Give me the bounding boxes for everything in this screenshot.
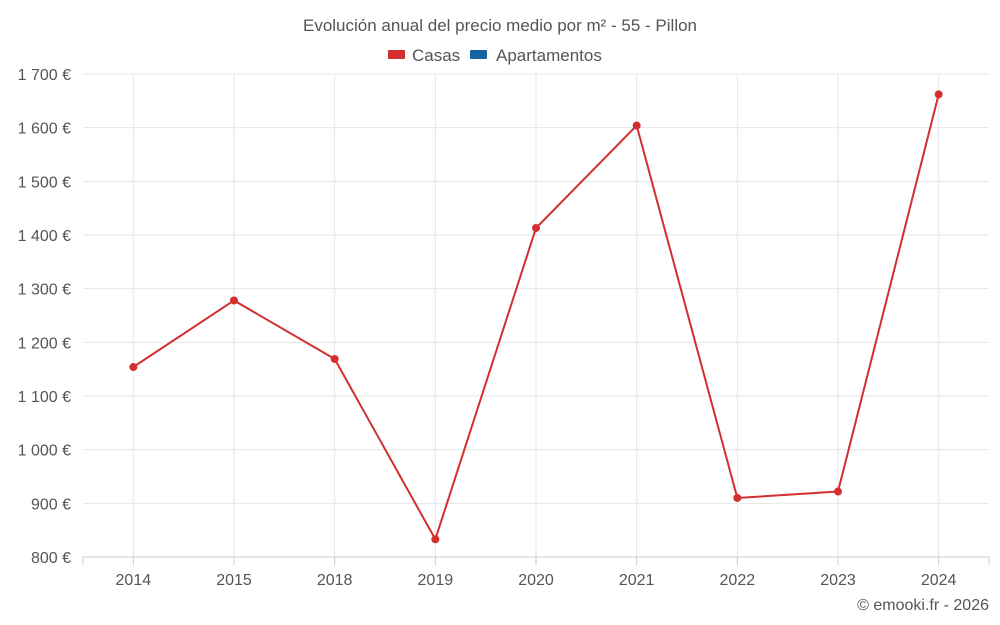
chart-title: Evolución anual del precio medio por m² … — [303, 16, 697, 35]
legend-label-apartamentos: Apartamentos — [496, 46, 602, 65]
data-point[interactable] — [532, 224, 540, 233]
legend-label-casas: Casas — [412, 46, 460, 65]
y-tick-label: 1 600 € — [18, 121, 71, 138]
data-point[interactable] — [330, 354, 339, 363]
x-tick-label: 2019 — [418, 572, 454, 589]
y-tick-label: 1 400 € — [18, 228, 71, 245]
x-tick-label: 2020 — [518, 572, 554, 589]
x-tick-label: 2023 — [820, 572, 856, 589]
x-tick-label: 2022 — [720, 572, 756, 589]
credit-text: © emooki.fr - 2026 — [857, 597, 989, 614]
y-axis-labels: 800 € 900 € 1 000 € 1 100 € 1 200 € 1 300 € 1 … — [18, 67, 71, 567]
data-point[interactable] — [733, 493, 742, 502]
x-tick-label: 2024 — [921, 572, 957, 589]
y-tick-label: 1 500 € — [18, 174, 71, 191]
y-tick-label: 1 100 € — [18, 389, 71, 406]
data-point[interactable] — [934, 90, 943, 99]
y-tick-label: 1 200 € — [18, 335, 71, 352]
x-tick-label: 2018 — [317, 572, 353, 589]
x-axis-labels: 2014 2015 2018 2019 2020 2021 2022 2023 2024 — [116, 572, 957, 589]
data-point[interactable] — [129, 363, 138, 372]
data-point[interactable] — [230, 296, 238, 305]
legend-item-casas[interactable]: Casas — [388, 46, 460, 65]
y-tick-label: 1 700 € — [18, 67, 71, 84]
x-tick-label: 2014 — [116, 572, 152, 589]
legend-item-apartamentos[interactable]: Apartamentos — [470, 46, 602, 65]
y-tick-label: 1 300 € — [18, 282, 71, 299]
x-tick-label: 2021 — [619, 572, 655, 589]
data-point[interactable] — [834, 487, 842, 496]
y-tick-label: 1 000 € — [18, 443, 71, 460]
grid — [82, 73, 990, 565]
legend[interactable]: Casas Apartamentos — [388, 46, 602, 65]
y-tick-label: 900 € — [31, 496, 71, 513]
data-point[interactable] — [632, 121, 641, 130]
legend-swatch-apartamentos — [470, 50, 487, 59]
y-tick-label: 800 € — [31, 550, 71, 567]
x-tick-label: 2015 — [216, 572, 252, 589]
data-point[interactable] — [431, 535, 440, 544]
legend-swatch-casas — [388, 50, 405, 59]
series-casas — [129, 90, 943, 544]
